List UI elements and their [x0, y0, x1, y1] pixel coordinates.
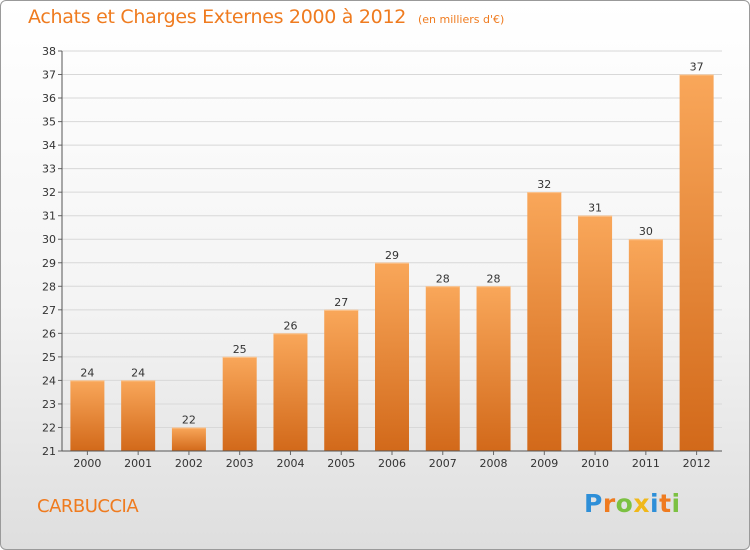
value-label: 30 — [639, 225, 653, 238]
value-label: 32 — [537, 178, 551, 191]
value-label: 24 — [80, 366, 94, 379]
x-tick-label: 2003 — [226, 457, 254, 470]
logo-letter: t — [659, 489, 672, 518]
x-tick-label: 2008 — [480, 457, 508, 470]
y-tick-label: 21 — [42, 445, 56, 458]
bar-2012 — [679, 74, 714, 451]
y-tick-label: 34 — [42, 139, 56, 152]
y-tick-label: 22 — [42, 421, 56, 434]
bar-2002 — [171, 427, 206, 451]
y-tick-label: 35 — [42, 116, 56, 129]
logo-letter: o — [615, 489, 634, 518]
proxiti-logo: Proxiti — [584, 489, 681, 518]
bar-2007 — [425, 286, 460, 451]
value-label: 25 — [233, 343, 247, 356]
logo-letter: P — [584, 489, 603, 518]
x-tick-label: 2004 — [276, 457, 304, 470]
bar-2010 — [578, 215, 613, 451]
commune-name: CARBUCCIA — [37, 496, 139, 517]
x-tick-label: 2005 — [327, 457, 355, 470]
y-tick-label: 29 — [42, 257, 56, 270]
bar-2009 — [527, 192, 562, 452]
bar-2003 — [222, 356, 257, 451]
x-tick-label: 2009 — [530, 457, 558, 470]
y-tick-label: 36 — [42, 92, 56, 105]
value-label: 26 — [283, 319, 297, 332]
logo-letter: r — [602, 489, 616, 518]
y-tick-label: 33 — [42, 163, 56, 176]
logo-letter: x — [633, 489, 650, 518]
value-label: 28 — [436, 272, 450, 285]
y-tick-label: 31 — [42, 210, 56, 223]
x-tick-label: 2010 — [581, 457, 609, 470]
value-label: 29 — [385, 249, 399, 262]
value-label: 37 — [690, 61, 704, 74]
value-label: 24 — [131, 366, 145, 379]
y-tick-label: 25 — [42, 351, 56, 364]
unit-note: (en milliers d'€) — [418, 13, 505, 26]
x-tick-label: 2001 — [124, 457, 152, 470]
y-tick-label: 38 — [42, 45, 56, 58]
value-label: 28 — [487, 272, 501, 285]
bar-2000 — [70, 380, 105, 451]
y-tick-label: 26 — [42, 327, 56, 340]
bar-2001 — [121, 380, 156, 451]
x-tick-label: 2007 — [429, 457, 457, 470]
bar-2008 — [476, 286, 511, 451]
y-tick-label: 24 — [42, 374, 56, 387]
logo-letter: i — [650, 489, 660, 518]
x-tick-label: 2002 — [175, 457, 203, 470]
value-label: 27 — [334, 296, 348, 309]
bar-2005 — [324, 309, 359, 451]
bar-2004 — [273, 333, 308, 451]
y-tick-label: 37 — [42, 69, 56, 82]
bar-2011 — [628, 239, 663, 451]
y-tick-label: 32 — [42, 186, 56, 199]
x-tick-label: 2000 — [73, 457, 101, 470]
value-label: 22 — [182, 413, 196, 426]
chart-title: Achats et Charges Externes 2000 à 2012 — [28, 6, 407, 28]
y-tick-label: 23 — [42, 398, 56, 411]
y-tick-label: 28 — [42, 280, 56, 293]
value-label: 31 — [588, 202, 602, 215]
x-tick-label: 2012 — [683, 457, 711, 470]
x-tick-label: 2011 — [632, 457, 660, 470]
y-tick-label: 30 — [42, 233, 56, 246]
x-tick-label: 2006 — [378, 457, 406, 470]
y-tick-label: 27 — [42, 304, 56, 317]
bar-2006 — [375, 262, 409, 451]
logo-letter: i — [671, 489, 681, 518]
